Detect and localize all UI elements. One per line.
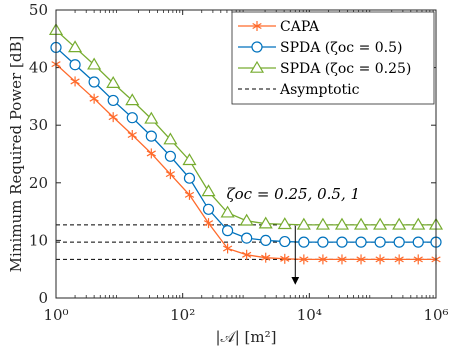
data-point	[296, 217, 311, 230]
axes: 10⁰ 10² 10⁴ 10⁶ 0 10 20 30 40 50 |𝒜| [m²] Minimum R…	[7, 1, 449, 346]
data-point	[182, 153, 197, 166]
legend-label: Asymptotic	[279, 82, 360, 98]
annotation: ζoc = 0.25, 0.5, 1	[227, 185, 361, 285]
x-tick-label: 10⁶	[423, 306, 448, 324]
data-point	[241, 232, 253, 244]
data-point	[87, 57, 102, 70]
data-point	[277, 217, 292, 230]
data-point	[258, 216, 273, 229]
x-tick-label: 10²	[170, 306, 195, 324]
legend-box	[231, 11, 435, 105]
data-point	[394, 254, 404, 265]
legend-entry: Asymptotic	[238, 82, 360, 98]
legend-label: SPDA (ζoc = 0.5)	[280, 40, 402, 56]
legend-entry: SPDA (ζoc = 0.25)	[238, 60, 411, 77]
data-point	[317, 236, 329, 248]
x-tick-label: 10⁴	[297, 306, 322, 324]
data-point	[353, 217, 369, 230]
data-point	[279, 235, 291, 248]
data-point	[183, 172, 196, 184]
data-point	[356, 254, 366, 265]
data-point	[412, 236, 424, 248]
y-tick-label: 10	[29, 231, 48, 249]
data-point	[164, 150, 176, 162]
data-point	[106, 75, 121, 88]
data-point	[334, 217, 350, 230]
data-point	[260, 234, 272, 246]
data-point	[239, 213, 254, 226]
data-point	[203, 218, 214, 229]
data-point	[374, 236, 386, 248]
data-point	[393, 236, 405, 248]
plot-frame	[55, 9, 437, 299]
legend-label: SPDA (ζoc = 0.25)	[280, 61, 411, 77]
y-tick-label: 30	[29, 116, 48, 134]
data-point	[144, 111, 159, 124]
series-0	[51, 59, 441, 265]
legend-marker	[252, 21, 262, 31]
data-point	[261, 252, 271, 263]
data-point	[280, 253, 290, 264]
y-tick-label: 40	[29, 59, 48, 77]
data-point	[201, 184, 216, 197]
data-point	[108, 112, 118, 123]
y-tick-label: 50	[29, 1, 48, 19]
data-point	[165, 169, 176, 180]
data-point	[337, 254, 347, 265]
y-axis-label: Minimum Required Power [dB]	[7, 36, 25, 273]
data-point	[373, 217, 388, 230]
data-point	[146, 148, 156, 159]
data-point	[222, 243, 233, 254]
data-point	[88, 76, 100, 88]
legend: CAPA SPDA (ζoc = 0.5) SPDA (ζoc = 0.25) Asy…	[231, 11, 435, 105]
data-point	[242, 249, 252, 260]
legend-marker	[249, 60, 265, 73]
y-tick-label: 20	[29, 174, 48, 192]
data-point	[68, 40, 83, 53]
series-layer	[48, 22, 444, 265]
data-point	[411, 217, 426, 230]
data-point	[126, 112, 138, 124]
data-point	[299, 254, 309, 265]
data-point	[70, 76, 80, 87]
data-point	[392, 217, 407, 230]
data-point	[107, 94, 119, 107]
data-point	[315, 217, 330, 230]
series-1	[50, 41, 442, 248]
data-point	[375, 254, 385, 265]
data-point	[336, 236, 348, 248]
data-point	[184, 189, 195, 200]
data-point	[298, 236, 310, 248]
y-tick-label: 0	[38, 289, 48, 307]
data-point	[413, 254, 423, 265]
data-point	[69, 59, 81, 71]
data-point	[318, 254, 328, 265]
data-point	[220, 205, 235, 218]
legend-label: CAPA	[280, 19, 320, 35]
data-point	[145, 130, 157, 142]
data-point	[163, 132, 178, 145]
data-point	[202, 203, 215, 215]
data-point	[127, 129, 137, 140]
legend-entry: SPDA (ζoc = 0.5)	[238, 40, 402, 56]
data-point	[125, 93, 140, 106]
annotation-text: ζoc = 0.25, 0.5, 1	[227, 185, 361, 203]
data-point	[355, 236, 367, 248]
data-point	[89, 93, 99, 104]
x-axis-label: |𝒜| [m²]	[215, 328, 276, 346]
legend-marker	[251, 41, 263, 53]
data-point	[221, 225, 234, 237]
legend-entry: CAPA	[238, 19, 320, 35]
x-tick-label: 10⁰	[43, 306, 68, 324]
